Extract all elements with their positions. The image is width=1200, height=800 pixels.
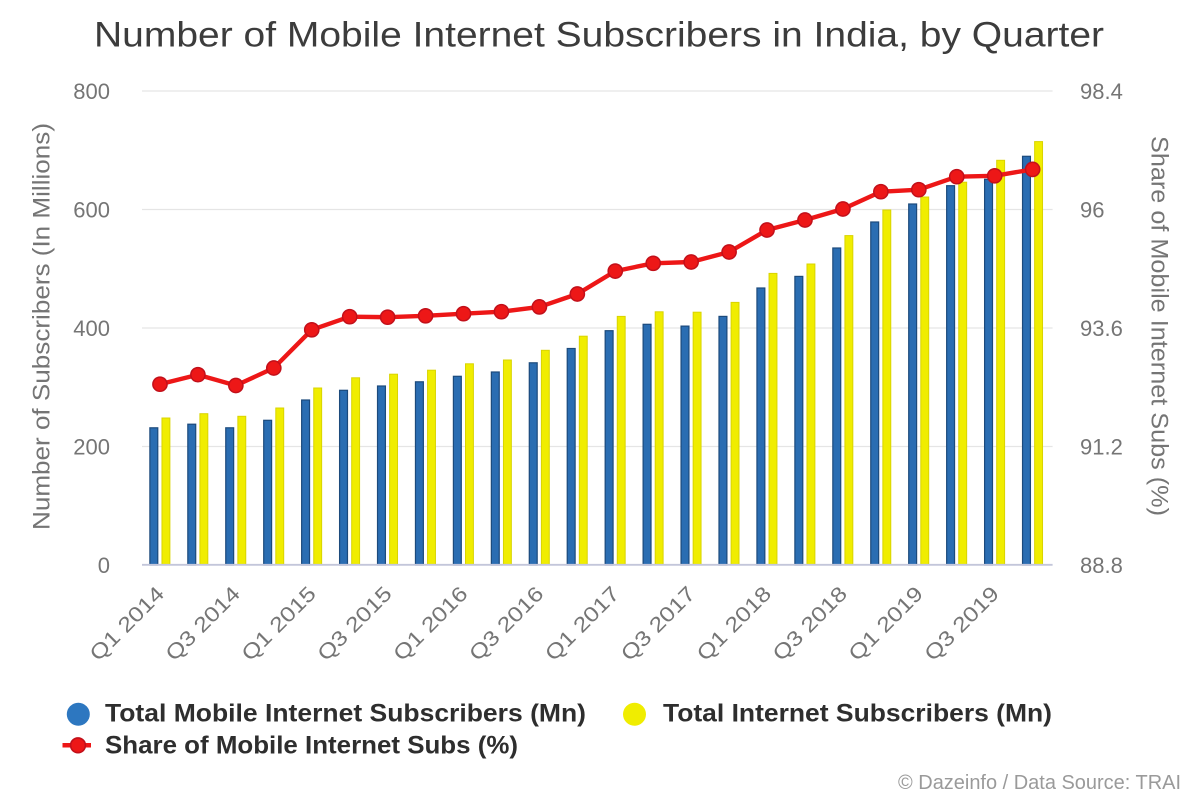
svg-text:Number of Subscribers (In Mill: Number of Subscribers (In Millions) <box>29 123 56 530</box>
svg-text:400: 400 <box>73 316 110 341</box>
svg-text:0: 0 <box>98 553 110 578</box>
svg-text:96: 96 <box>1080 197 1104 222</box>
svg-text:Share of Mobile Internet Subs: Share of Mobile Internet Subs (%) <box>105 732 518 760</box>
svg-text:600: 600 <box>73 197 110 222</box>
svg-text:Total Internet Subscribers (Mn: Total Internet Subscribers (Mn) <box>663 700 1052 728</box>
svg-text:88.8: 88.8 <box>1080 553 1123 578</box>
svg-text:© Dazeinfo / Data Source: TRAI: © Dazeinfo / Data Source: TRAI <box>898 772 1181 794</box>
svg-text:98.4: 98.4 <box>1080 79 1123 104</box>
svg-text:800: 800 <box>73 79 110 104</box>
svg-text:Total Mobile Internet Subscrib: Total Mobile Internet Subscribers (Mn) <box>105 700 586 728</box>
svg-text:200: 200 <box>73 434 110 459</box>
svg-text:91.2: 91.2 <box>1080 434 1123 459</box>
svg-text:Share of Mobile Internet Subs: Share of Mobile Internet Subs (%) <box>1146 136 1173 516</box>
svg-text:Number of Mobile Internet Subs: Number of Mobile Internet Subscribers in… <box>94 16 1104 55</box>
svg-text:93.6: 93.6 <box>1080 316 1123 341</box>
